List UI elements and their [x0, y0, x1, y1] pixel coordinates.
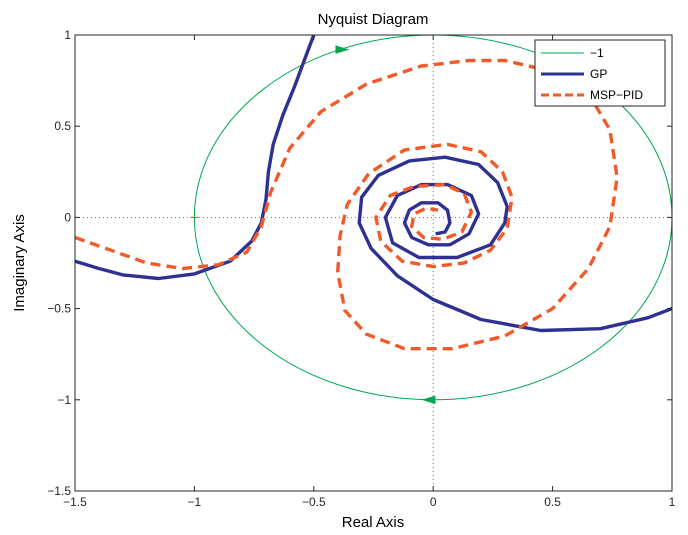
- chart-title: Nyquist Diagram: [318, 11, 429, 28]
- y-axis-title: Imaginary Axis: [11, 214, 28, 312]
- legend-label-msp-pid: MSP−PID: [590, 88, 643, 102]
- tick-marks: [74, 34, 673, 492]
- legend-label-gp: GP: [590, 67, 607, 81]
- x-tick-label: 0.5: [544, 495, 561, 509]
- x-tick-label: 0: [430, 495, 437, 509]
- plot-frame: [74, 34, 673, 492]
- series-layer: [75, 35, 672, 401]
- y-tick-label: −0.5: [47, 302, 71, 316]
- x-tick-label: −1: [188, 495, 202, 509]
- series-minus-one-curve: [193, 35, 672, 401]
- legend: −1 GP MSP−PID: [534, 39, 666, 107]
- legend-label-minus-one: −1: [590, 46, 604, 60]
- plot-area: [75, 35, 672, 491]
- direction-arrow-1: [335, 45, 350, 54]
- y-tick-labels: −1.5 −1 −0.5 0 0.5 1: [47, 28, 71, 498]
- zero-crosshair: [75, 35, 672, 491]
- direction-arrows: [335, 45, 436, 404]
- direction-arrow-2: [421, 395, 436, 404]
- y-tick-label: −1.5: [47, 484, 71, 498]
- series-msp-pid-curve: [75, 58, 619, 351]
- x-tick-label: 1: [669, 495, 676, 509]
- y-tick-label: 0.5: [54, 119, 71, 133]
- x-axis-title: Real Axis: [342, 514, 405, 531]
- y-tick-label: 0: [64, 210, 71, 224]
- x-tick-labels: −1.5 −1 −0.5 0 0.5 1: [63, 495, 676, 509]
- y-tick-label: −1: [57, 393, 71, 407]
- y-tick-label: 1: [64, 28, 71, 42]
- x-tick-label: −0.5: [302, 495, 326, 509]
- x-tick-label: −1.5: [63, 495, 87, 509]
